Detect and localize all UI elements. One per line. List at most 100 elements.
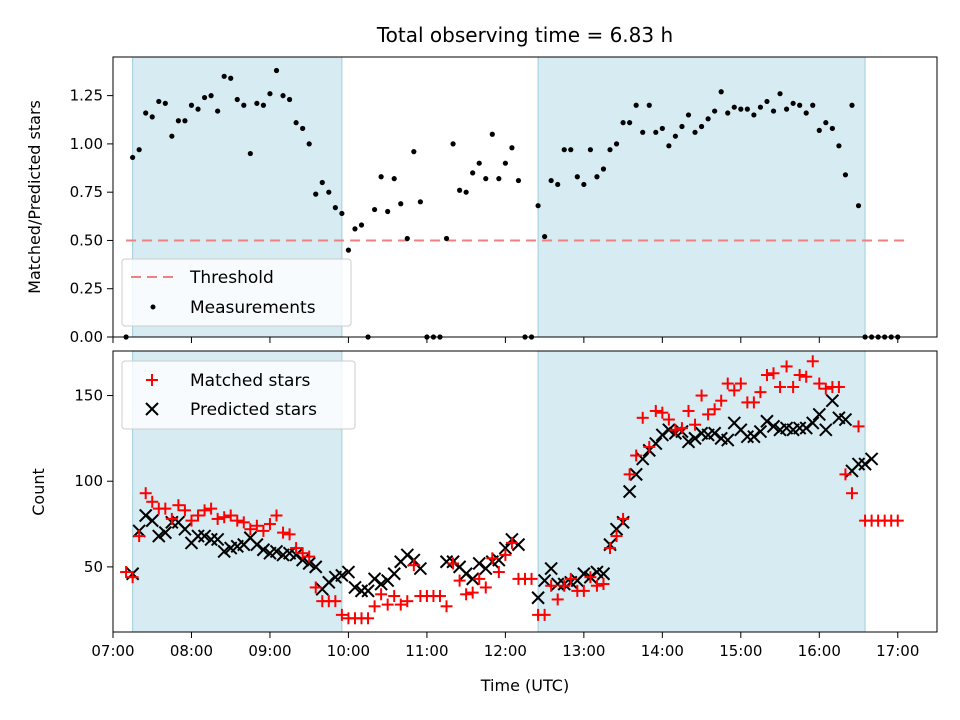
measurement-point (607, 147, 613, 153)
measurement-point (744, 106, 750, 112)
measurement-point (175, 118, 181, 124)
top-series-measurements (123, 67, 901, 340)
matched-point (669, 423, 682, 436)
top-y-tick-label: 0.50 (70, 231, 103, 249)
matched-point (845, 487, 858, 500)
matched-point (270, 509, 283, 522)
matched-point (675, 422, 688, 435)
measurement-point (352, 226, 358, 232)
x-tick-label: 11:00 (405, 642, 448, 660)
bottom-y-tick-label: 50 (84, 558, 103, 576)
measurement-point (548, 177, 554, 184)
matched-point (466, 586, 479, 599)
matched-point (263, 518, 276, 531)
predicted-point (374, 577, 388, 591)
matched-point (747, 396, 760, 409)
measurement-point (692, 129, 698, 135)
x-tick-label: 16:00 (798, 642, 841, 660)
measurement-point (260, 102, 267, 108)
top-legend-box (121, 258, 352, 327)
measurement-point (836, 143, 842, 149)
predicted-point (740, 429, 755, 444)
measurement-point (306, 141, 312, 147)
predicted-point (217, 544, 231, 559)
measurement-point (149, 114, 155, 120)
measurement-point (783, 106, 790, 112)
predicted-point (622, 484, 637, 499)
matched-point (564, 572, 577, 585)
bottom-legend-box (121, 360, 356, 430)
matched-point (715, 394, 728, 407)
measurement-point (300, 125, 306, 132)
measurement-point (542, 233, 548, 240)
predicted-point (596, 567, 611, 581)
matched-point (388, 590, 401, 603)
matched-point (244, 523, 257, 536)
measurement-point (371, 206, 378, 213)
predicted-point (550, 577, 565, 591)
measurement-point (417, 199, 423, 205)
x-tick-label: 17:00 (876, 642, 919, 660)
measurement-point (705, 116, 711, 122)
predicted-point (511, 537, 526, 552)
measurement-point (326, 189, 332, 195)
measurement-point (201, 94, 208, 101)
measurement-point (313, 191, 319, 197)
matched-point (780, 360, 793, 373)
measurement-point (208, 93, 214, 99)
measurement-point (267, 91, 273, 97)
measurement-point (718, 89, 724, 95)
measurement-point (574, 174, 580, 180)
x-axis-label: Time (UTC) (480, 676, 569, 695)
measurement-point (496, 176, 502, 182)
matched-point (362, 612, 375, 625)
top-shaded-window-2 (537, 56, 866, 338)
matched-point (433, 590, 446, 603)
top-y-tick-label: 1.00 (70, 135, 103, 153)
legend-measurements-label: Measurements (190, 298, 316, 318)
measurement-point (685, 112, 692, 118)
measurement-point (509, 145, 515, 151)
legend-predicted-label: Predicted stars (190, 400, 317, 420)
measurement-point (555, 181, 561, 188)
predicted-point (825, 393, 840, 408)
legend-matched-swatch (146, 374, 158, 386)
matched-point (250, 519, 263, 532)
top-y-tick-label: 1.25 (70, 87, 103, 105)
matched-point (538, 608, 551, 621)
predicted-point (387, 567, 401, 581)
measurement-point (143, 110, 149, 116)
measurement-point (457, 187, 463, 193)
matched-point (695, 389, 708, 402)
matched-point (231, 514, 244, 527)
bottom-axes-frame (112, 350, 938, 633)
chart-title: Total observing time = 6.83 h (376, 23, 673, 47)
measurement-point (319, 179, 325, 186)
matched-point (545, 579, 558, 592)
predicted-point (806, 416, 820, 430)
matched-point (636, 411, 649, 424)
matched-point (172, 499, 185, 512)
matched-point (335, 608, 348, 621)
measurement-point (391, 176, 397, 182)
measurement-point (345, 247, 352, 253)
predicted-point (753, 424, 768, 439)
matched-point (505, 536, 518, 549)
matched-point (381, 598, 394, 611)
matched-point (806, 355, 819, 368)
predicted-point (819, 423, 833, 437)
matched-point (832, 380, 845, 393)
matched-point (839, 468, 852, 481)
measurement-point (594, 174, 600, 180)
matched-point (852, 420, 865, 433)
measurement-point (332, 205, 338, 211)
predicted-point (629, 467, 643, 482)
predicted-point (465, 572, 480, 586)
legend-measurements-swatch (150, 304, 156, 310)
predicted-point (439, 555, 454, 569)
measurement-point (502, 160, 508, 166)
bottom-y-tick-label: 100 (74, 472, 103, 490)
measurement-point (339, 210, 345, 217)
measurement-point (829, 125, 835, 132)
predicted-point (851, 457, 866, 471)
